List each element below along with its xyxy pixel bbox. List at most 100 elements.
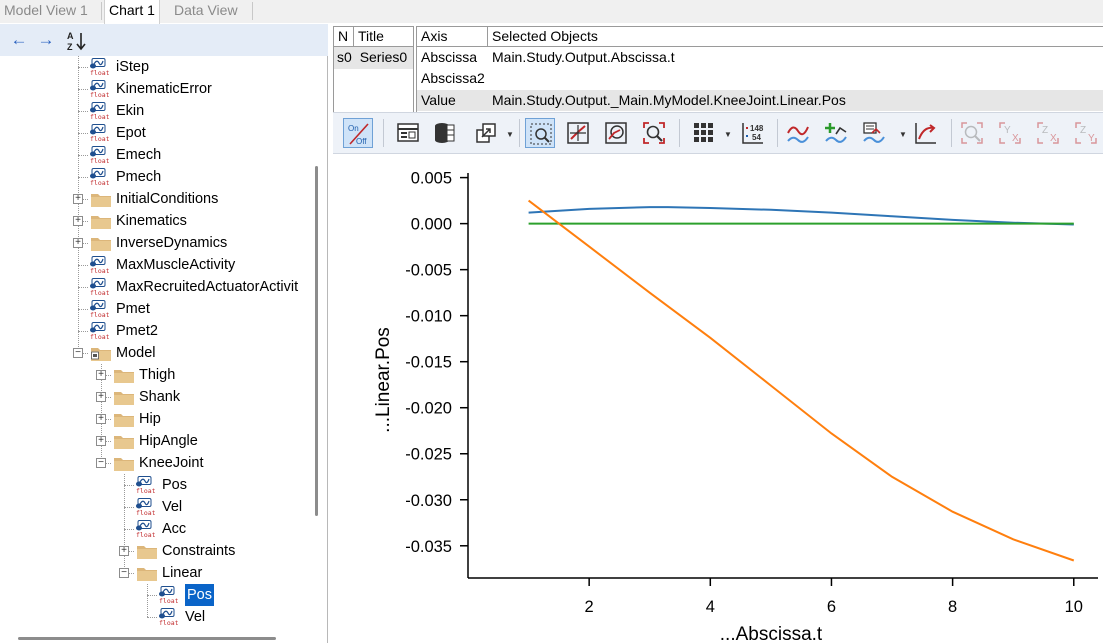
axis-selected-object[interactable]: Main.Study.Output.Abscissa.t (492, 49, 675, 65)
axis-name[interactable]: Value (421, 92, 456, 108)
expand-icon[interactable]: + (96, 414, 106, 424)
float-variable-icon: float (159, 608, 179, 626)
series-row[interactable]: s0 Series0 (334, 47, 413, 69)
chevron-down-icon[interactable]: ▼ (899, 130, 907, 139)
series-props-icon[interactable] (859, 118, 889, 148)
tree-item[interactable]: float MaxRecruitedActuatorActivit (0, 276, 316, 298)
tree-item-label: MaxMuscleActivity (116, 257, 236, 273)
tree-item[interactable]: + Hip (0, 408, 316, 430)
arrow-right-icon[interactable]: → (37, 30, 55, 49)
tree-item[interactable]: + Thigh (0, 364, 316, 386)
axis-selected-object[interactable]: Main.Study.Output._Main.MyModel.KneeJoin… (492, 92, 846, 108)
tree-item[interactable]: + Shank (0, 386, 316, 408)
tree-toolbar: ← → A Z (0, 24, 328, 56)
zoom-box-icon[interactable] (525, 118, 555, 148)
folder-icon (91, 216, 111, 229)
tree-item[interactable]: + InitialConditions (0, 188, 316, 210)
expand-icon[interactable]: + (96, 370, 106, 380)
svg-text:X: X (1012, 133, 1019, 144)
tree-item-label: Kinematics (116, 213, 187, 229)
tree-item[interactable]: float MaxMuscleActivity (0, 254, 316, 276)
export-icon[interactable] (471, 118, 501, 148)
export-plot-icon[interactable] (911, 118, 941, 148)
tab-chart-1[interactable]: Chart 1 (104, 0, 160, 24)
tree-item[interactable]: float Pmet (0, 298, 316, 320)
table-view-icon[interactable] (393, 118, 423, 148)
expand-icon[interactable]: + (73, 216, 83, 226)
tree-item-label: Pmet2 (116, 323, 158, 339)
tree-item[interactable]: float Ekin (0, 100, 316, 122)
float-variable-icon: float (159, 586, 179, 604)
chevron-down-icon[interactable]: ▼ (506, 130, 514, 139)
float-variable-icon: float (90, 256, 110, 274)
tree-item[interactable]: float Pmech (0, 166, 316, 188)
tab-separator (252, 2, 253, 20)
tree-item-label: InitialConditions (116, 191, 219, 207)
arrow-left-icon[interactable]: ← (10, 30, 28, 49)
tree-item[interactable]: float Pos (0, 584, 316, 606)
tree-item[interactable]: + Constraints (0, 540, 316, 562)
toolbar-separator (383, 119, 384, 147)
tree-item[interactable]: float Emech (0, 144, 316, 166)
tab-model-view-1[interactable]: Model View 1 (4, 2, 88, 18)
collapse-icon[interactable]: − (73, 348, 83, 358)
toolbar-separator (777, 119, 778, 147)
tree-item-label: Ekin (116, 103, 145, 119)
tree-item-label: Shank (139, 389, 181, 405)
expand-icon[interactable]: + (119, 546, 129, 556)
tree-connector (78, 177, 88, 178)
tree-item[interactable]: float Vel (0, 606, 316, 628)
add-series-icon[interactable] (821, 118, 851, 148)
expand-icon[interactable]: + (73, 194, 83, 204)
tree-item[interactable]: − Linear (0, 562, 316, 584)
line-chart[interactable]: 0.005 0.000 -0.005 -0.010 -0.015 -0.020 -0.025… (333, 155, 1103, 643)
expand-icon[interactable]: + (96, 392, 106, 402)
tree-item[interactable]: float KinematicError (0, 78, 316, 100)
tree-connector (78, 221, 88, 222)
pan-icon[interactable] (563, 118, 593, 148)
y-tick-label: -0.005 (405, 262, 452, 280)
svg-text:float: float (136, 509, 156, 516)
expand-icon[interactable]: + (96, 436, 106, 446)
tree-item[interactable]: float Epot (0, 122, 316, 144)
tree-item[interactable]: float Pos (0, 474, 316, 496)
tree-item[interactable]: − Model (0, 342, 316, 364)
svg-text:float: float (159, 619, 179, 626)
tree-connector (78, 287, 88, 288)
tab-data-view[interactable]: Data View (174, 2, 238, 18)
tree-item[interactable]: float Acc (0, 518, 316, 540)
float-variable-icon: float (136, 520, 156, 538)
tree-horizontal-scrollbar[interactable] (18, 637, 276, 640)
series-style-icon[interactable] (783, 118, 813, 148)
tree-item[interactable]: float iStep (0, 56, 316, 78)
zoom-select-icon[interactable] (639, 118, 669, 148)
data-labels-icon[interactable]: 148 54 (738, 118, 768, 148)
tree-item-label: Acc (162, 521, 187, 537)
tree-item[interactable]: float Vel (0, 496, 316, 518)
sort-az-icon[interactable]: A Z (66, 30, 88, 52)
tree-item[interactable]: + InverseDynamics (0, 232, 316, 254)
axis-name[interactable]: Abscissa2 (421, 70, 485, 86)
database-icon[interactable] (429, 118, 459, 148)
expand-icon[interactable]: + (73, 238, 83, 248)
series-header-n: N (338, 28, 349, 44)
folder-icon (114, 370, 134, 383)
axis-name[interactable]: Abscissa (421, 49, 478, 65)
chevron-down-icon[interactable]: ▼ (724, 130, 732, 139)
tree-item[interactable]: + Kinematics (0, 210, 316, 232)
zoom-disabled-icon[interactable] (957, 118, 987, 148)
selected-axis-row[interactable] (417, 90, 1103, 111)
zoom-fit-icon[interactable] (601, 118, 631, 148)
tree-item[interactable]: + HipAngle (0, 430, 316, 452)
chart-area[interactable]: 0.005 0.000 -0.005 -0.010 -0.015 -0.020 -0.025… (333, 155, 1103, 643)
grid-icon[interactable] (689, 118, 719, 148)
on-off-toggle-icon[interactable]: On Off (343, 118, 373, 148)
collapse-icon[interactable]: − (96, 458, 106, 468)
tree-vertical-scrollbar[interactable] (315, 166, 318, 516)
collapse-icon[interactable]: − (119, 568, 129, 578)
tree-item[interactable]: float Pmet2 (0, 320, 316, 342)
tree-item[interactable]: − KneeJoint (0, 452, 316, 474)
